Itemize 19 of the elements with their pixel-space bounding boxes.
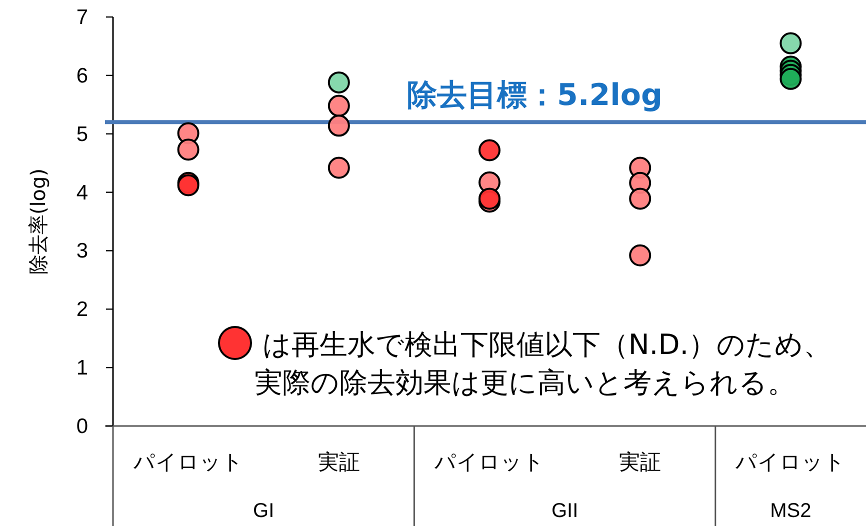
y-tick-label: 5 (76, 122, 88, 146)
y-tick-label: 0 (76, 415, 88, 438)
text: GII (551, 500, 578, 522)
y-tick-label: 6 (76, 64, 88, 88)
ref-line-label: 除去目標：5.2log (407, 78, 663, 114)
text: GI (253, 500, 274, 522)
y-tick-label: 1 (76, 356, 88, 380)
x-tick-label: パイロット (132, 450, 244, 474)
x-tick-label: 実証 (318, 450, 360, 474)
y-tick-label: 3 (76, 240, 88, 263)
x-tick-label: パイロット (434, 450, 544, 474)
x-tick-label: 実証 (619, 450, 662, 474)
legend-label: は再生水で検出下限値以下（N.D.）のため、実際の除去効果は更に高いと考えられる。 (254, 328, 832, 399)
y-tick-label: 4 (76, 181, 88, 204)
y-axis-title: 除去率(log) (26, 168, 50, 275)
text: MS2 (770, 500, 812, 522)
y-tick-label: 2 (76, 298, 88, 322)
y-tick-label: 7 (76, 6, 88, 29)
x-tick-label: パイロット (734, 450, 846, 474)
